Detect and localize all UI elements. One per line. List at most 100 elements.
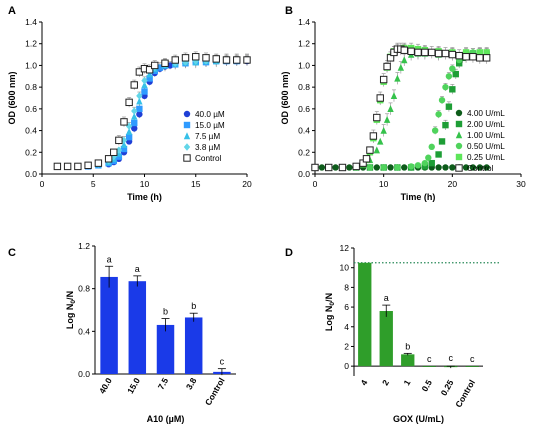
data-point <box>462 49 470 56</box>
data-point <box>407 47 415 56</box>
legend-label: 15.0 µM <box>195 121 225 130</box>
data-point <box>115 146 123 154</box>
chart-d: 0 2 4 6 8 10 12 4 a 2 b 1 c 0.5 c 0.25 c Control GOX (U/mL… <box>324 243 499 424</box>
x-tick-label: 20 <box>242 179 252 189</box>
y-axis-title: OD (600 nm) <box>280 71 290 124</box>
data-point <box>434 49 443 58</box>
data-point <box>397 63 405 71</box>
data-point <box>243 56 251 64</box>
data-point <box>182 58 189 66</box>
data-point <box>125 127 133 135</box>
y-tick-label: 10 <box>340 263 350 273</box>
y-tick-label: 0.4 <box>78 326 90 336</box>
legend-marker <box>455 131 463 139</box>
y-tick-label: 1.2 <box>298 39 310 49</box>
y-axis-title-sub: 0 <box>329 302 336 306</box>
data-point <box>104 155 113 163</box>
data-point <box>383 62 391 71</box>
chart-c: 0.0 0.4 0.8 1.2 a 40.0 a 15.0 b 7.5 b 3.8 c Control A1… <box>65 241 236 424</box>
data-point <box>438 138 446 145</box>
data-point <box>373 164 380 171</box>
data-point <box>401 164 408 171</box>
data-point <box>449 65 456 72</box>
significance-letter: b <box>191 301 196 311</box>
data-point <box>435 164 442 171</box>
legend-marker <box>455 153 463 161</box>
legend-marker <box>183 154 191 162</box>
chart-b: 0.0 0.2 0.4 0.6 0.8 1.0 1.2 1.4 0 10 20 30 Time (h) O… <box>280 17 526 202</box>
data-point <box>346 164 353 171</box>
data-point <box>212 55 220 63</box>
data-point <box>131 119 138 127</box>
legend-label: 0.25 U/mL <box>467 153 505 162</box>
significance-letter: a <box>107 254 112 264</box>
data-point <box>53 162 62 171</box>
data-point <box>141 81 148 89</box>
y-tick-label: 0.8 <box>25 82 37 92</box>
significance-letter: b <box>405 341 410 351</box>
x-tick-label: 15.0 <box>125 376 142 396</box>
data-point <box>94 159 103 167</box>
data-point <box>120 118 128 126</box>
data-point <box>145 66 154 74</box>
data-point <box>462 164 470 171</box>
legend-label: 40.0 µM <box>195 110 225 119</box>
data-point <box>445 73 453 80</box>
data-point <box>311 163 319 172</box>
data-point <box>373 146 380 154</box>
y-tick-label: 6 <box>344 302 349 312</box>
x-tick-label: 0.25 <box>439 378 456 398</box>
y-axis-title: OD (600 nm) <box>7 71 17 124</box>
data-point <box>74 162 82 171</box>
data-point <box>476 164 483 171</box>
x-tick-label: 10 <box>140 179 150 189</box>
y-tick-label: 0.0 <box>78 369 90 379</box>
y-axis-title-main: Log N <box>324 306 334 332</box>
data-point <box>115 153 123 160</box>
y-tick-label: 1.4 <box>298 17 310 27</box>
data-point <box>428 48 436 57</box>
legend-marker <box>455 164 463 172</box>
bar <box>422 366 436 367</box>
panel-label-d: D <box>285 247 293 259</box>
data-point <box>366 146 374 154</box>
data-point <box>125 133 133 141</box>
y-axis-title-tail: /N <box>324 293 334 302</box>
data-point <box>431 127 439 134</box>
data-point <box>414 162 422 169</box>
legend-label: 2.00 U/mL <box>467 120 505 129</box>
x-tick-label: 5 <box>91 179 96 189</box>
y-tick-label: 1.0 <box>298 60 310 70</box>
data-point <box>136 92 143 100</box>
data-point <box>136 111 143 118</box>
data-point <box>400 46 408 54</box>
y-tick-label: 0.2 <box>25 147 37 157</box>
data-point <box>421 163 429 170</box>
x-tick-label: 40.0 <box>97 376 114 396</box>
x-tick-label: 1 <box>401 378 412 387</box>
data-point <box>394 164 401 171</box>
data-point <box>448 50 457 59</box>
data-point <box>318 164 326 171</box>
data-point <box>469 164 477 171</box>
legend-marker <box>455 120 463 128</box>
data-point <box>452 70 459 78</box>
data-point <box>380 126 387 134</box>
y-tick-label: 0.6 <box>298 104 310 114</box>
y-axis-title-tail: /N <box>65 291 75 300</box>
data-point <box>125 98 133 107</box>
data-point <box>181 54 190 62</box>
legend-marker <box>183 110 191 118</box>
data-point <box>362 155 371 163</box>
data-point <box>469 53 477 61</box>
bar <box>128 281 147 374</box>
data-point <box>421 48 429 57</box>
data-point <box>462 53 470 61</box>
data-point <box>130 81 138 89</box>
y-axis-title: Log N0/N <box>324 293 336 331</box>
bar <box>100 276 118 374</box>
bar <box>358 262 372 367</box>
data-point <box>376 94 384 102</box>
data-point <box>387 164 394 171</box>
